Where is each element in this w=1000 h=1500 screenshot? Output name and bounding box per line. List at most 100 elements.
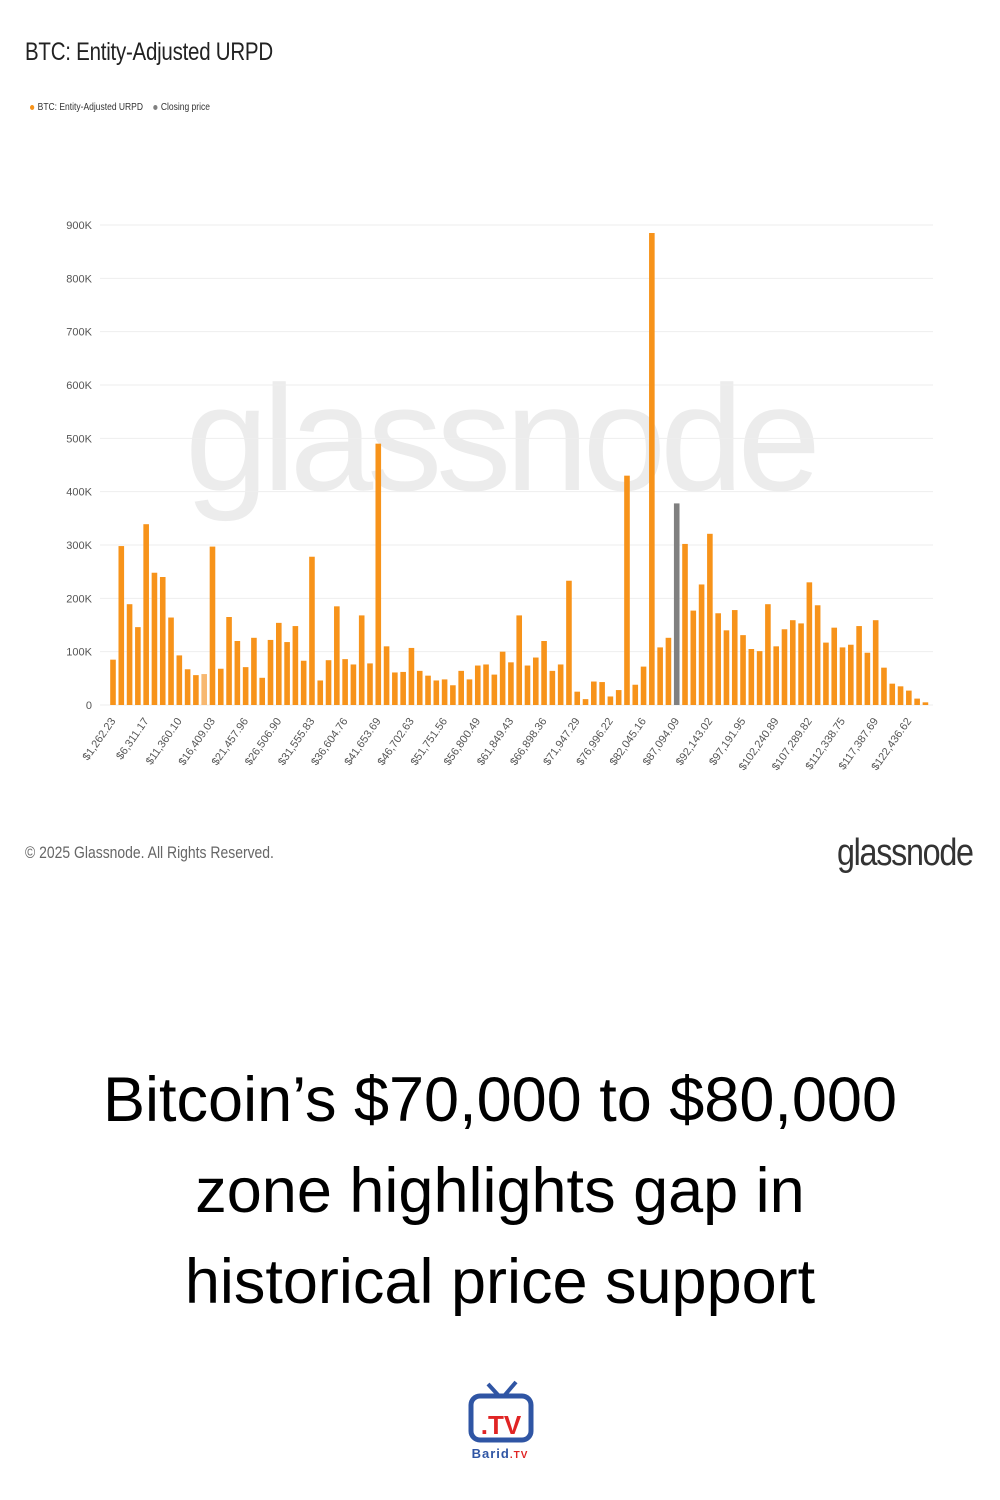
urpd-bar[interactable] [707, 533, 713, 705]
urpd-bar[interactable] [798, 623, 804, 705]
urpd-bar[interactable] [309, 556, 315, 705]
urpd-bar[interactable] [557, 664, 564, 705]
urpd-bar[interactable] [143, 524, 149, 705]
urpd-bar[interactable] [276, 622, 282, 705]
legend-item-urpd[interactable]: BTC: Entity-Adjusted URPD [30, 102, 143, 113]
urpd-bar[interactable] [582, 699, 589, 705]
urpd-bar[interactable] [466, 679, 473, 705]
legend-item-closing-price[interactable]: Closing price [153, 102, 210, 113]
urpd-bar[interactable] [151, 572, 158, 705]
urpd-bar[interactable] [566, 580, 572, 705]
urpd-bar[interactable] [267, 639, 274, 705]
urpd-bar[interactable] [549, 670, 556, 705]
urpd-bar[interactable] [491, 674, 498, 705]
urpd-bar[interactable] [814, 605, 821, 705]
urpd-bar[interactable] [118, 546, 125, 705]
urpd-bar[interactable] [640, 666, 647, 705]
urpd-bar[interactable] [334, 606, 340, 705]
urpd-bar[interactable] [591, 681, 597, 705]
urpd-bar[interactable] [649, 233, 655, 705]
urpd-bar[interactable] [367, 663, 373, 705]
urpd-bar[interactable] [110, 659, 116, 705]
urpd-bar[interactable] [574, 691, 581, 705]
urpd-bar[interactable] [906, 690, 912, 705]
urpd-bar[interactable] [856, 626, 862, 705]
urpd-bar[interactable] [823, 642, 829, 705]
urpd-bar[interactable] [508, 662, 514, 705]
urpd-bar[interactable] [723, 630, 730, 705]
urpd-bar[interactable] [408, 647, 415, 705]
urpd-bar[interactable] [400, 671, 406, 705]
urpd-bar[interactable] [781, 629, 788, 705]
urpd-bar[interactable] [864, 652, 871, 705]
urpd-bar[interactable] [425, 675, 431, 705]
closing-price-bar[interactable] [673, 503, 680, 705]
urpd-bar[interactable] [483, 664, 489, 705]
urpd-bar[interactable] [126, 604, 133, 705]
urpd-bar[interactable] [731, 610, 738, 705]
urpd-bar[interactable] [135, 627, 141, 705]
urpd-bar[interactable] [516, 615, 523, 705]
urpd-bar[interactable] [524, 665, 531, 705]
urpd-bar[interactable] [889, 683, 896, 705]
urpd-bar[interactable] [872, 620, 879, 705]
urpd-bar[interactable] [715, 613, 721, 705]
urpd-bar[interactable] [176, 655, 183, 705]
urpd-bar[interactable] [665, 637, 672, 705]
urpd-bar[interactable] [756, 651, 763, 705]
urpd-bar[interactable] [499, 651, 506, 705]
urpd-bar[interactable] [450, 685, 456, 705]
urpd-bar[interactable] [226, 617, 232, 705]
urpd-bar[interactable] [789, 620, 796, 705]
urpd-bar[interactable] [242, 667, 249, 705]
urpd-bar[interactable] [831, 627, 838, 705]
urpd-bar[interactable] [325, 660, 332, 705]
urpd-bar[interactable] [624, 475, 630, 705]
urpd-bar[interactable] [375, 443, 382, 705]
urpd-bar[interactable] [342, 659, 348, 705]
urpd-bar[interactable] [682, 543, 688, 705]
urpd-bar[interactable] [532, 657, 539, 705]
urpd-bar[interactable] [690, 610, 697, 705]
urpd-bar[interactable] [292, 626, 299, 705]
urpd-bar[interactable] [251, 637, 257, 705]
urpd-bar[interactable] [740, 635, 746, 705]
urpd-bar[interactable] [897, 686, 904, 705]
urpd-bar[interactable] [541, 641, 547, 705]
urpd-bar[interactable] [193, 675, 199, 705]
urpd-bar[interactable] [765, 604, 771, 705]
urpd-bar[interactable] [607, 696, 614, 705]
urpd-bar[interactable] [914, 698, 920, 705]
urpd-bar[interactable] [317, 680, 324, 705]
urpd-bar[interactable] [441, 679, 448, 705]
urpd-bar[interactable] [159, 577, 166, 705]
urpd-bar[interactable] [259, 677, 266, 705]
urpd-bar[interactable] [657, 647, 663, 705]
urpd-bar[interactable] [209, 546, 216, 705]
urpd-bar[interactable] [773, 646, 779, 705]
urpd-bar[interactable] [168, 617, 174, 705]
urpd-bar[interactable] [748, 649, 755, 705]
urpd-bar[interactable] [698, 584, 705, 705]
urpd-bar[interactable] [383, 646, 390, 705]
urpd-bar[interactable] [358, 615, 365, 705]
urpd-bar[interactable] [806, 582, 813, 705]
urpd-bar[interactable] [922, 702, 929, 705]
urpd-bar[interactable] [848, 644, 854, 705]
urpd-bar[interactable] [839, 647, 846, 705]
urpd-bar[interactable] [184, 669, 191, 705]
urpd-bar[interactable] [300, 660, 307, 705]
urpd-bar[interactable] [881, 667, 887, 705]
urpd-bar[interactable] [350, 664, 357, 705]
urpd-bar[interactable] [201, 674, 207, 705]
urpd-bar[interactable] [458, 670, 464, 705]
urpd-bar[interactable] [632, 684, 639, 705]
urpd-bar[interactable] [392, 672, 398, 705]
urpd-bar[interactable] [474, 665, 481, 705]
urpd-bar[interactable] [234, 641, 241, 705]
urpd-bar[interactable] [599, 682, 605, 705]
urpd-bar[interactable] [284, 642, 290, 705]
urpd-bar[interactable] [433, 680, 440, 705]
urpd-bar[interactable] [416, 670, 423, 705]
urpd-bar[interactable] [217, 668, 224, 705]
